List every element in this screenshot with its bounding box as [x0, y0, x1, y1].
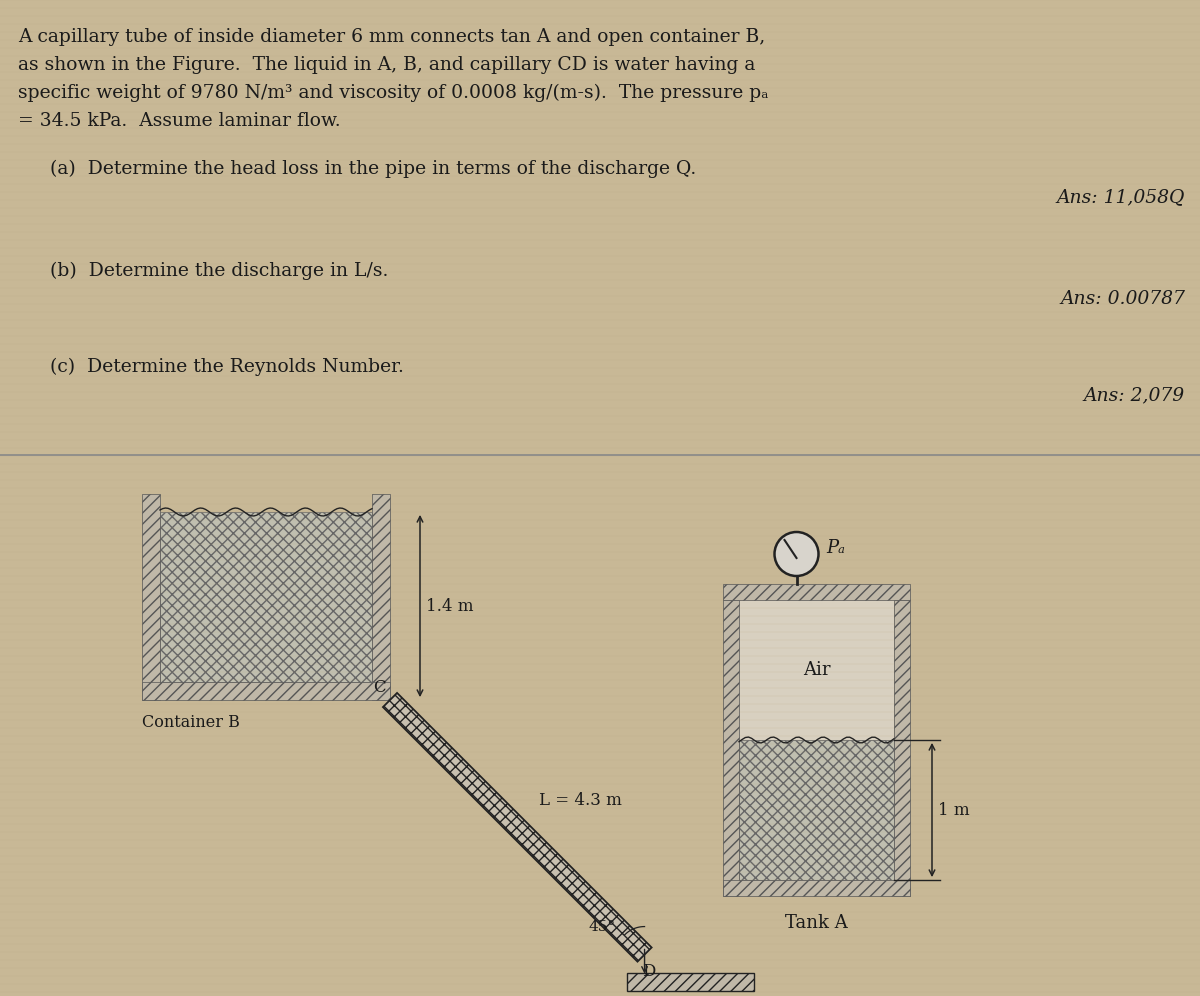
Text: specific weight of 9780 N/m³ and viscosity of 0.0008 kg/(m-s).  The pressure pₐ: specific weight of 9780 N/m³ and viscosi…: [18, 84, 768, 103]
Bar: [372, 494, 390, 700]
Text: Pₐ: Pₐ: [827, 539, 845, 557]
Text: Ans: 11,058Q: Ans: 11,058Q: [1057, 188, 1186, 206]
Circle shape: [774, 532, 818, 576]
Bar: [722, 600, 739, 896]
Text: Container B: Container B: [142, 714, 240, 731]
Bar: [739, 740, 894, 880]
Text: L = 4.3 m: L = 4.3 m: [539, 792, 622, 810]
Text: D: D: [642, 962, 655, 979]
Text: (c)  Determine the Reynolds Number.: (c) Determine the Reynolds Number.: [50, 358, 404, 376]
Text: C: C: [373, 679, 386, 696]
Text: (b)  Determine the discharge in L/s.: (b) Determine the discharge in L/s.: [50, 262, 389, 280]
Text: Ans: 2,079: Ans: 2,079: [1084, 386, 1186, 404]
Bar: [722, 584, 910, 600]
Polygon shape: [383, 693, 652, 961]
Text: (a)  Determine the head loss in the pipe in terms of the discharge Q.: (a) Determine the head loss in the pipe …: [50, 160, 696, 178]
Bar: [626, 972, 754, 991]
Text: 1.4 m: 1.4 m: [426, 598, 474, 615]
Bar: [142, 682, 390, 700]
Bar: [894, 600, 910, 896]
Bar: [739, 600, 894, 740]
Bar: [160, 512, 372, 682]
Text: as shown in the Figure.  The liquid in A, B, and capillary CD is water having a: as shown in the Figure. The liquid in A,…: [18, 56, 755, 74]
Bar: [142, 494, 160, 700]
Text: Air: Air: [803, 661, 830, 679]
Text: = 34.5 kPa.  Assume laminar flow.: = 34.5 kPa. Assume laminar flow.: [18, 112, 341, 130]
Text: Ans: 0.00787: Ans: 0.00787: [1060, 290, 1186, 308]
Text: Tank A: Tank A: [785, 914, 848, 932]
Bar: [722, 880, 910, 896]
Text: 1 m: 1 m: [938, 802, 970, 819]
Text: A capillary tube of inside diameter 6 mm connects tan A and open container B,: A capillary tube of inside diameter 6 mm…: [18, 28, 766, 46]
Text: 45°: 45°: [589, 919, 616, 933]
